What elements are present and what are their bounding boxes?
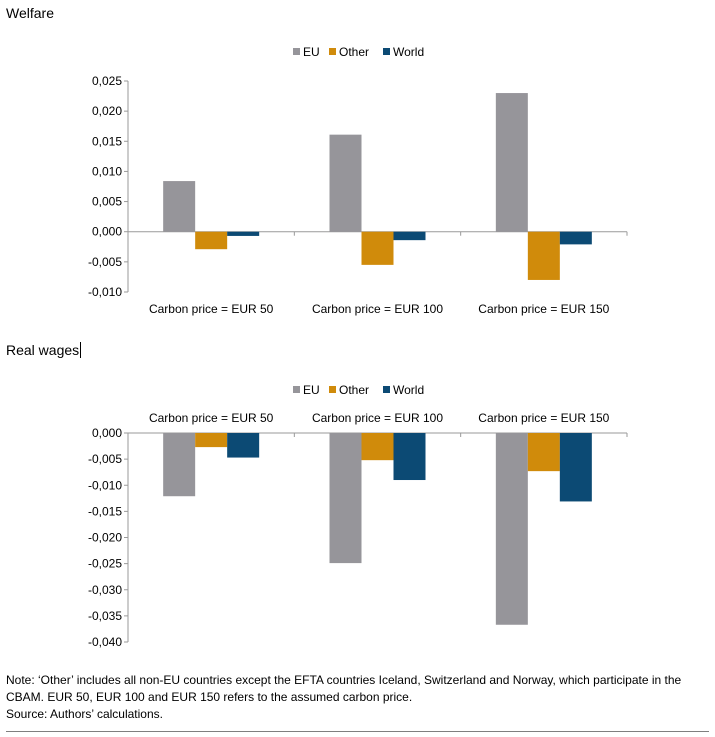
y-tick-label: 0,010 <box>92 164 122 178</box>
bar-eu <box>163 181 196 232</box>
bar-world <box>227 433 260 458</box>
bar-other <box>527 231 560 280</box>
bar-eu <box>329 134 362 232</box>
y-tick-label: 0,000 <box>92 426 122 440</box>
y-tick-label: -0,035 <box>88 609 122 623</box>
legend-label-other: Other <box>339 383 369 397</box>
text-cursor <box>80 342 82 358</box>
legend-label-eu: EU <box>303 383 320 397</box>
legend-swatch-eu <box>293 386 300 393</box>
y-tick-label: -0,040 <box>88 635 122 649</box>
welfare-chart: EU Other World 0,025 0,020 0,015 0,010 0,005 0,0… <box>88 45 628 316</box>
footnote: Note: ‘Other’ includes all non-EU countr… <box>6 672 711 723</box>
y-tick-label: -0,005 <box>88 452 122 466</box>
legend-swatch-world <box>383 48 390 55</box>
y-tick-label: -0,010 <box>88 285 122 299</box>
bar-other <box>361 433 394 461</box>
bar-other <box>361 231 394 265</box>
bar-eu <box>163 433 196 497</box>
y-tick-label: -0,010 <box>88 478 122 492</box>
legend-swatch-world <box>383 386 390 393</box>
bar-world <box>393 433 426 481</box>
x-category-label: Carbon price = EUR 50 <box>149 411 274 425</box>
bar-eu <box>495 93 528 232</box>
bar-other <box>195 231 228 250</box>
legend-swatch-other <box>329 48 336 55</box>
bar-world <box>227 231 260 236</box>
legend-swatch-other <box>329 386 336 393</box>
y-tick-label: -0,005 <box>88 255 122 269</box>
y-tick-label: -0,030 <box>88 583 122 597</box>
x-category-label: Carbon price = EUR 100 <box>312 411 443 425</box>
y-tick-label: 0,015 <box>92 134 122 148</box>
bar-world <box>559 433 592 502</box>
welfare-chart-title: Welfare <box>6 5 54 21</box>
y-tick-label: -0,025 <box>88 557 122 571</box>
bar-world <box>559 231 592 245</box>
note-text: Note: ‘Other’ includes all non-EU countr… <box>6 673 682 704</box>
y-tick-label: -0,020 <box>88 531 122 545</box>
x-category-label: Carbon price = EUR 100 <box>312 302 443 316</box>
legend-label-other: Other <box>339 45 369 59</box>
legend-label-eu: EU <box>303 45 320 59</box>
legend-label-world: World <box>393 45 424 59</box>
real-wages-chart: EU Other World 0,000 -0,005 -0,010 -0,015 -0,02… <box>88 383 628 649</box>
legend-label-world: World <box>393 383 424 397</box>
bar-other <box>195 433 228 448</box>
y-tick-label: -0,015 <box>88 504 122 518</box>
bar-world <box>393 231 426 241</box>
legend-swatch-eu <box>293 48 300 55</box>
x-category-label: Carbon price = EUR 50 <box>149 302 274 316</box>
y-tick-label: 0,000 <box>92 225 122 239</box>
source-text: Source: Authors’ calculations. <box>6 707 163 721</box>
y-tick-label: 0,020 <box>92 104 122 118</box>
bar-eu <box>329 433 362 564</box>
real-wages-title-text: Real wages <box>6 342 80 358</box>
x-category-label: Carbon price = EUR 150 <box>478 302 609 316</box>
x-category-label: Carbon price = EUR 150 <box>478 411 609 425</box>
real-wages-chart-title: Real wages <box>6 342 82 358</box>
bar-eu <box>495 433 528 625</box>
bar-other <box>527 433 560 472</box>
y-tick-label: 0,025 <box>92 74 122 88</box>
bottom-divider <box>6 731 709 732</box>
y-tick-label: 0,005 <box>92 195 122 209</box>
